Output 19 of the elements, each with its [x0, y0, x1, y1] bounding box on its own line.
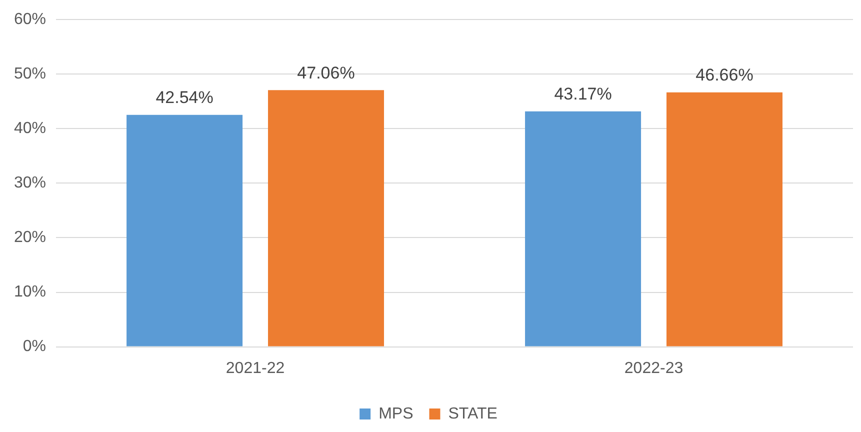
y-tick-label: 40%: [14, 120, 46, 138]
bar: [268, 90, 384, 346]
data-label: 43.17%: [554, 84, 612, 104]
y-tick-label: 60%: [14, 11, 46, 28]
y-tick-label: 10%: [14, 284, 46, 301]
y-tick-label: 0%: [22, 338, 46, 356]
y-tick-label: 50%: [14, 66, 46, 83]
x-tick-label: 2021-22: [226, 360, 285, 377]
legend-label: STATE: [448, 405, 498, 422]
bar: [525, 111, 642, 346]
data-label: 46.66%: [696, 66, 754, 85]
bar: [666, 92, 782, 346]
data-label: 42.54%: [156, 88, 214, 108]
legend-label: MPS: [378, 405, 414, 422]
data-label: 47.06%: [297, 63, 355, 82]
y-tick-label: 30%: [14, 174, 46, 192]
x-tick-label: 2022-23: [624, 360, 684, 377]
y-tick-label: 20%: [14, 229, 46, 246]
bar: [126, 114, 243, 346]
